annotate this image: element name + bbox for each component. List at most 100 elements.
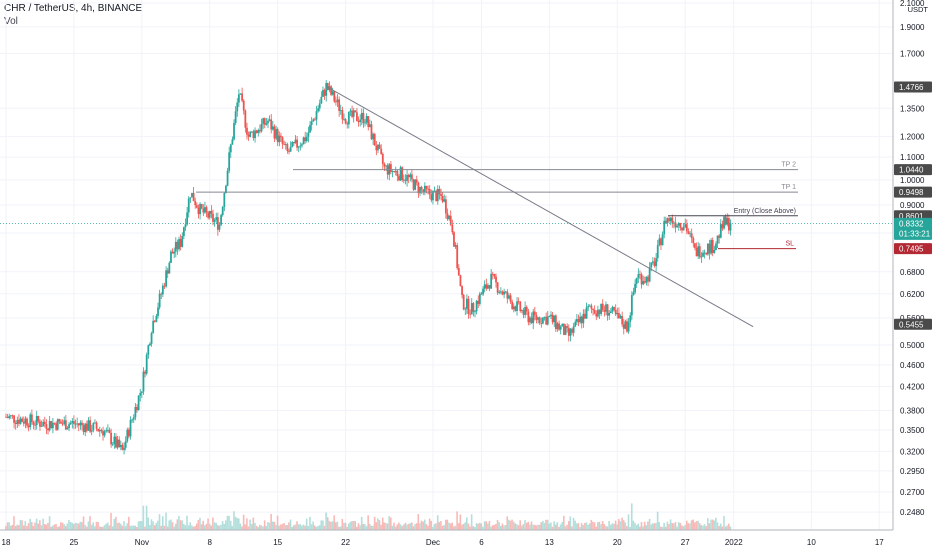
volume-bar-316 (516, 524, 518, 530)
volume-bar-125 (207, 518, 209, 530)
candle-370 (603, 309, 606, 312)
candle-149 (246, 127, 248, 135)
volume-bar-196 (322, 520, 324, 530)
candle-65 (110, 432, 113, 445)
volume-bar-99 (165, 512, 167, 530)
price-tick-17: 0.3200 (900, 447, 925, 456)
candle-324 (529, 317, 531, 323)
candle-71 (119, 445, 122, 448)
candle-74 (124, 441, 127, 448)
candle-49 (84, 423, 87, 433)
volume-bar-204 (335, 522, 337, 530)
candle-188 (309, 125, 311, 133)
volume-bar-233 (381, 517, 384, 530)
volume-bar-202 (331, 521, 334, 530)
volume-bars (5, 503, 732, 530)
candle-168 (276, 129, 279, 143)
volume-bar-229 (375, 522, 378, 530)
volume-bar-215 (352, 520, 355, 530)
candle-43 (74, 423, 77, 425)
candle-57 (97, 428, 100, 432)
candle-380 (619, 315, 622, 319)
candle-138 (228, 152, 231, 171)
candle-12 (24, 418, 27, 424)
candle-156 (257, 130, 260, 133)
price-tick-7: 0.9000 (900, 201, 925, 210)
volume-bar-288 (470, 514, 473, 530)
price-tick-2: 1.7000 (900, 49, 925, 58)
candle-25 (45, 423, 48, 429)
candle-381 (621, 315, 624, 325)
volume-bar-54 (92, 522, 95, 530)
candle-115 (191, 192, 193, 198)
candle-302 (493, 273, 496, 277)
volume-bar-115 (191, 525, 193, 530)
volume-bar-28 (50, 526, 52, 530)
volume-bar-244 (399, 524, 402, 530)
volume-bar-10 (21, 520, 23, 530)
candle-30 (53, 422, 56, 424)
candle-127 (210, 210, 213, 214)
volume-bar-161 (265, 525, 268, 530)
candle-81 (136, 406, 138, 411)
candle-346 (564, 326, 567, 335)
candle-279 (456, 245, 459, 269)
volume-bar-55 (94, 526, 96, 530)
volume-bar-171 (281, 523, 284, 530)
volume-bar-261 (427, 525, 429, 530)
candle-286 (467, 298, 470, 314)
candle-61 (103, 431, 106, 436)
candle-75 (126, 429, 129, 442)
volume-bar-352 (574, 520, 576, 530)
candle-391 (637, 274, 640, 278)
candle-108 (179, 239, 182, 247)
candle-415 (676, 225, 679, 228)
volume-bar-330 (538, 524, 541, 530)
candle-368 (600, 303, 603, 314)
candle-281 (459, 275, 462, 287)
time-tick-7: 6 (479, 538, 484, 547)
candle-407 (663, 220, 666, 235)
candle-211 (346, 123, 349, 125)
price-label-3: 0.8601 (899, 212, 924, 221)
volume-bar-150 (247, 526, 250, 530)
volume-bar-392 (639, 526, 641, 530)
volume-bar-48 (82, 516, 85, 530)
volume-bar-143 (236, 517, 238, 530)
volume-bar-160 (263, 520, 266, 530)
volume-bar-9 (19, 519, 22, 530)
candle-66 (111, 443, 114, 445)
volume-bar-235 (385, 522, 387, 530)
volume-bar-413 (673, 523, 675, 530)
volume-bar-241 (394, 526, 397, 530)
candle-0 (5, 416, 7, 418)
volume-bar-17 (32, 526, 35, 530)
candle-158 (260, 123, 263, 132)
candle-305 (498, 291, 501, 293)
price-tick-6: 1.0000 (900, 176, 925, 185)
candle-55 (94, 422, 96, 424)
volume-bar-245 (401, 526, 403, 530)
volume-bar-205 (336, 521, 339, 530)
candle-163 (268, 119, 271, 121)
volume-bar-183 (301, 525, 303, 530)
candle-9 (19, 418, 22, 424)
volume-bar-227 (372, 525, 374, 530)
volume-bar-111 (184, 525, 187, 530)
candle-190 (312, 119, 315, 122)
candle-312 (509, 295, 512, 302)
candle-114 (189, 197, 192, 199)
volume-bar-378 (616, 524, 619, 530)
candle-327 (533, 311, 536, 316)
candle-34 (60, 421, 62, 424)
volume-bar-246 (402, 524, 405, 530)
volume-bar-225 (368, 523, 371, 530)
volume-bar-47 (81, 522, 83, 530)
volume-bar-166 (273, 521, 276, 530)
time-tick-4: 15 (273, 538, 282, 547)
volume-bar-354 (577, 523, 580, 530)
candle-7 (16, 419, 19, 424)
volume-bar-190 (312, 521, 314, 530)
volume-bar-102 (170, 519, 172, 530)
